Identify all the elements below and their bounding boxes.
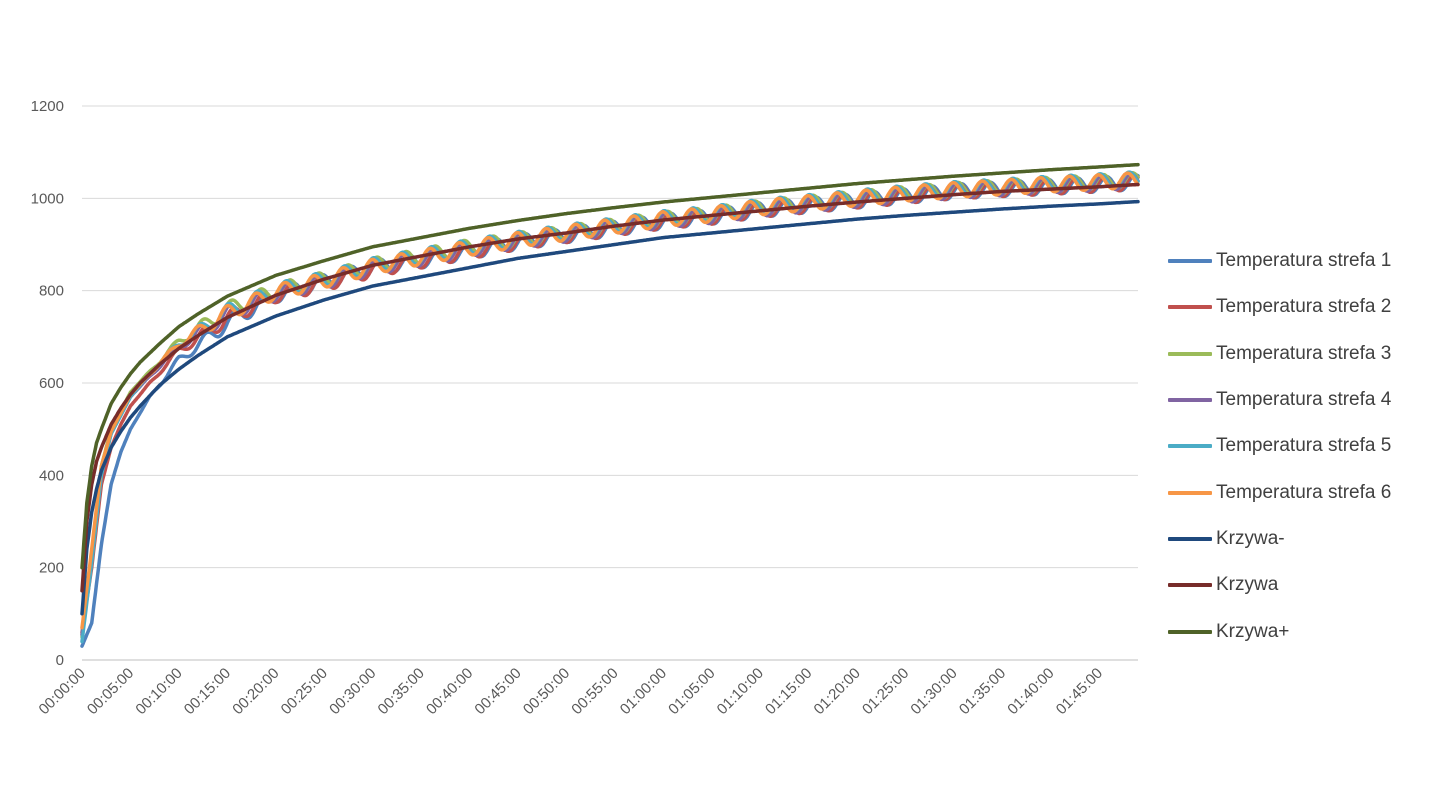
legend-item: Temperatura strefa 1 (1168, 238, 1391, 284)
x-tick-label: 00:55:00 (568, 665, 621, 718)
y-axis-tick-labels: 0 200 400 600 800 1000 1200 (31, 98, 64, 669)
x-tick-label: 01:05:00 (665, 665, 718, 718)
legend-label: Temperatura strefa 2 (1216, 296, 1392, 318)
legend-swatch (1168, 629, 1212, 634)
x-tick-label: 01:15:00 (762, 665, 815, 718)
legend-label: Temperatura strefa 6 (1216, 481, 1392, 503)
x-tick-label: 00:10:00 (132, 665, 185, 718)
x-tick-label: 00:30:00 (326, 665, 379, 718)
legend-label: Krzywa (1216, 574, 1279, 596)
legend-swatch (1168, 259, 1212, 264)
x-tick-label: 00:05:00 (84, 665, 137, 718)
x-tick-label: 00:40:00 (423, 665, 476, 718)
series-line-7 (80, 199, 1140, 616)
x-tick-label: 00:00:00 (36, 665, 89, 718)
x-tick-label: 00:50:00 (520, 665, 573, 718)
legend-item: Temperatura strefa 3 (1168, 331, 1391, 377)
series-lines (80, 162, 1140, 648)
x-tick-label: 01:45:00 (1053, 665, 1106, 718)
legend-swatch (1168, 398, 1212, 403)
legend-item: Temperatura strefa 4 (1168, 377, 1391, 423)
legend-swatch (1168, 490, 1212, 495)
legend-label: Temperatura strefa 4 (1216, 389, 1392, 411)
x-tick-label: 01:35:00 (956, 665, 1009, 718)
legend-label: Krzywa- (1216, 527, 1285, 549)
series-line-5 (80, 170, 1140, 644)
y-tick-label: 200 (39, 560, 64, 577)
x-tick-label: 01:10:00 (714, 665, 767, 718)
legend-label: Temperatura strefa 3 (1216, 342, 1392, 364)
y-tick-label: 400 (39, 467, 64, 484)
x-axis-tick-labels: 00:00:0000:05:0000:10:0000:15:0000:20:00… (36, 665, 1107, 718)
x-tick-label: 01:40:00 (1004, 665, 1057, 718)
x-tick-label: 01:00:00 (617, 665, 670, 718)
y-tick-label: 1000 (31, 190, 64, 207)
x-tick-label: 00:20:00 (229, 665, 282, 718)
series-line-9 (80, 162, 1140, 570)
x-tick-label: 00:15:00 (181, 665, 234, 718)
y-tick-label: 600 (39, 375, 64, 392)
legend-item: Temperatura strefa 2 (1168, 284, 1391, 330)
legend-label: Krzywa+ (1216, 620, 1290, 642)
x-tick-label: 00:45:00 (471, 665, 524, 718)
y-tick-label: 800 (39, 283, 64, 300)
legend-swatch (1168, 305, 1212, 310)
series-line-8 (80, 182, 1140, 593)
legend-swatch (1168, 583, 1212, 588)
y-tick-label: 0 (56, 652, 64, 669)
legend-item: Temperatura strefa 5 (1168, 423, 1391, 469)
legend-swatch (1168, 444, 1212, 449)
series-line-6 (80, 171, 1140, 630)
x-tick-label: 00:25:00 (278, 665, 331, 718)
legend-swatch (1168, 536, 1212, 541)
legend-item: Krzywa (1168, 562, 1391, 608)
legend: Temperatura strefa 1 Temperatura strefa 2… (1168, 238, 1391, 655)
legend-label: Temperatura strefa 1 (1216, 250, 1392, 272)
x-tick-label: 01:20:00 (811, 665, 864, 718)
y-tick-label: 1200 (31, 98, 64, 115)
x-tick-label: 01:25:00 (859, 665, 912, 718)
legend-swatch (1168, 351, 1212, 356)
legend-item: Temperatura strefa 6 (1168, 469, 1391, 515)
legend-label: Temperatura strefa 5 (1216, 435, 1392, 457)
x-tick-label: 00:35:00 (375, 665, 428, 718)
legend-item: Krzywa+ (1168, 608, 1391, 654)
x-tick-label: 01:30:00 (907, 665, 960, 718)
legend-item: Krzywa- (1168, 516, 1391, 562)
series-line-4 (80, 172, 1140, 637)
